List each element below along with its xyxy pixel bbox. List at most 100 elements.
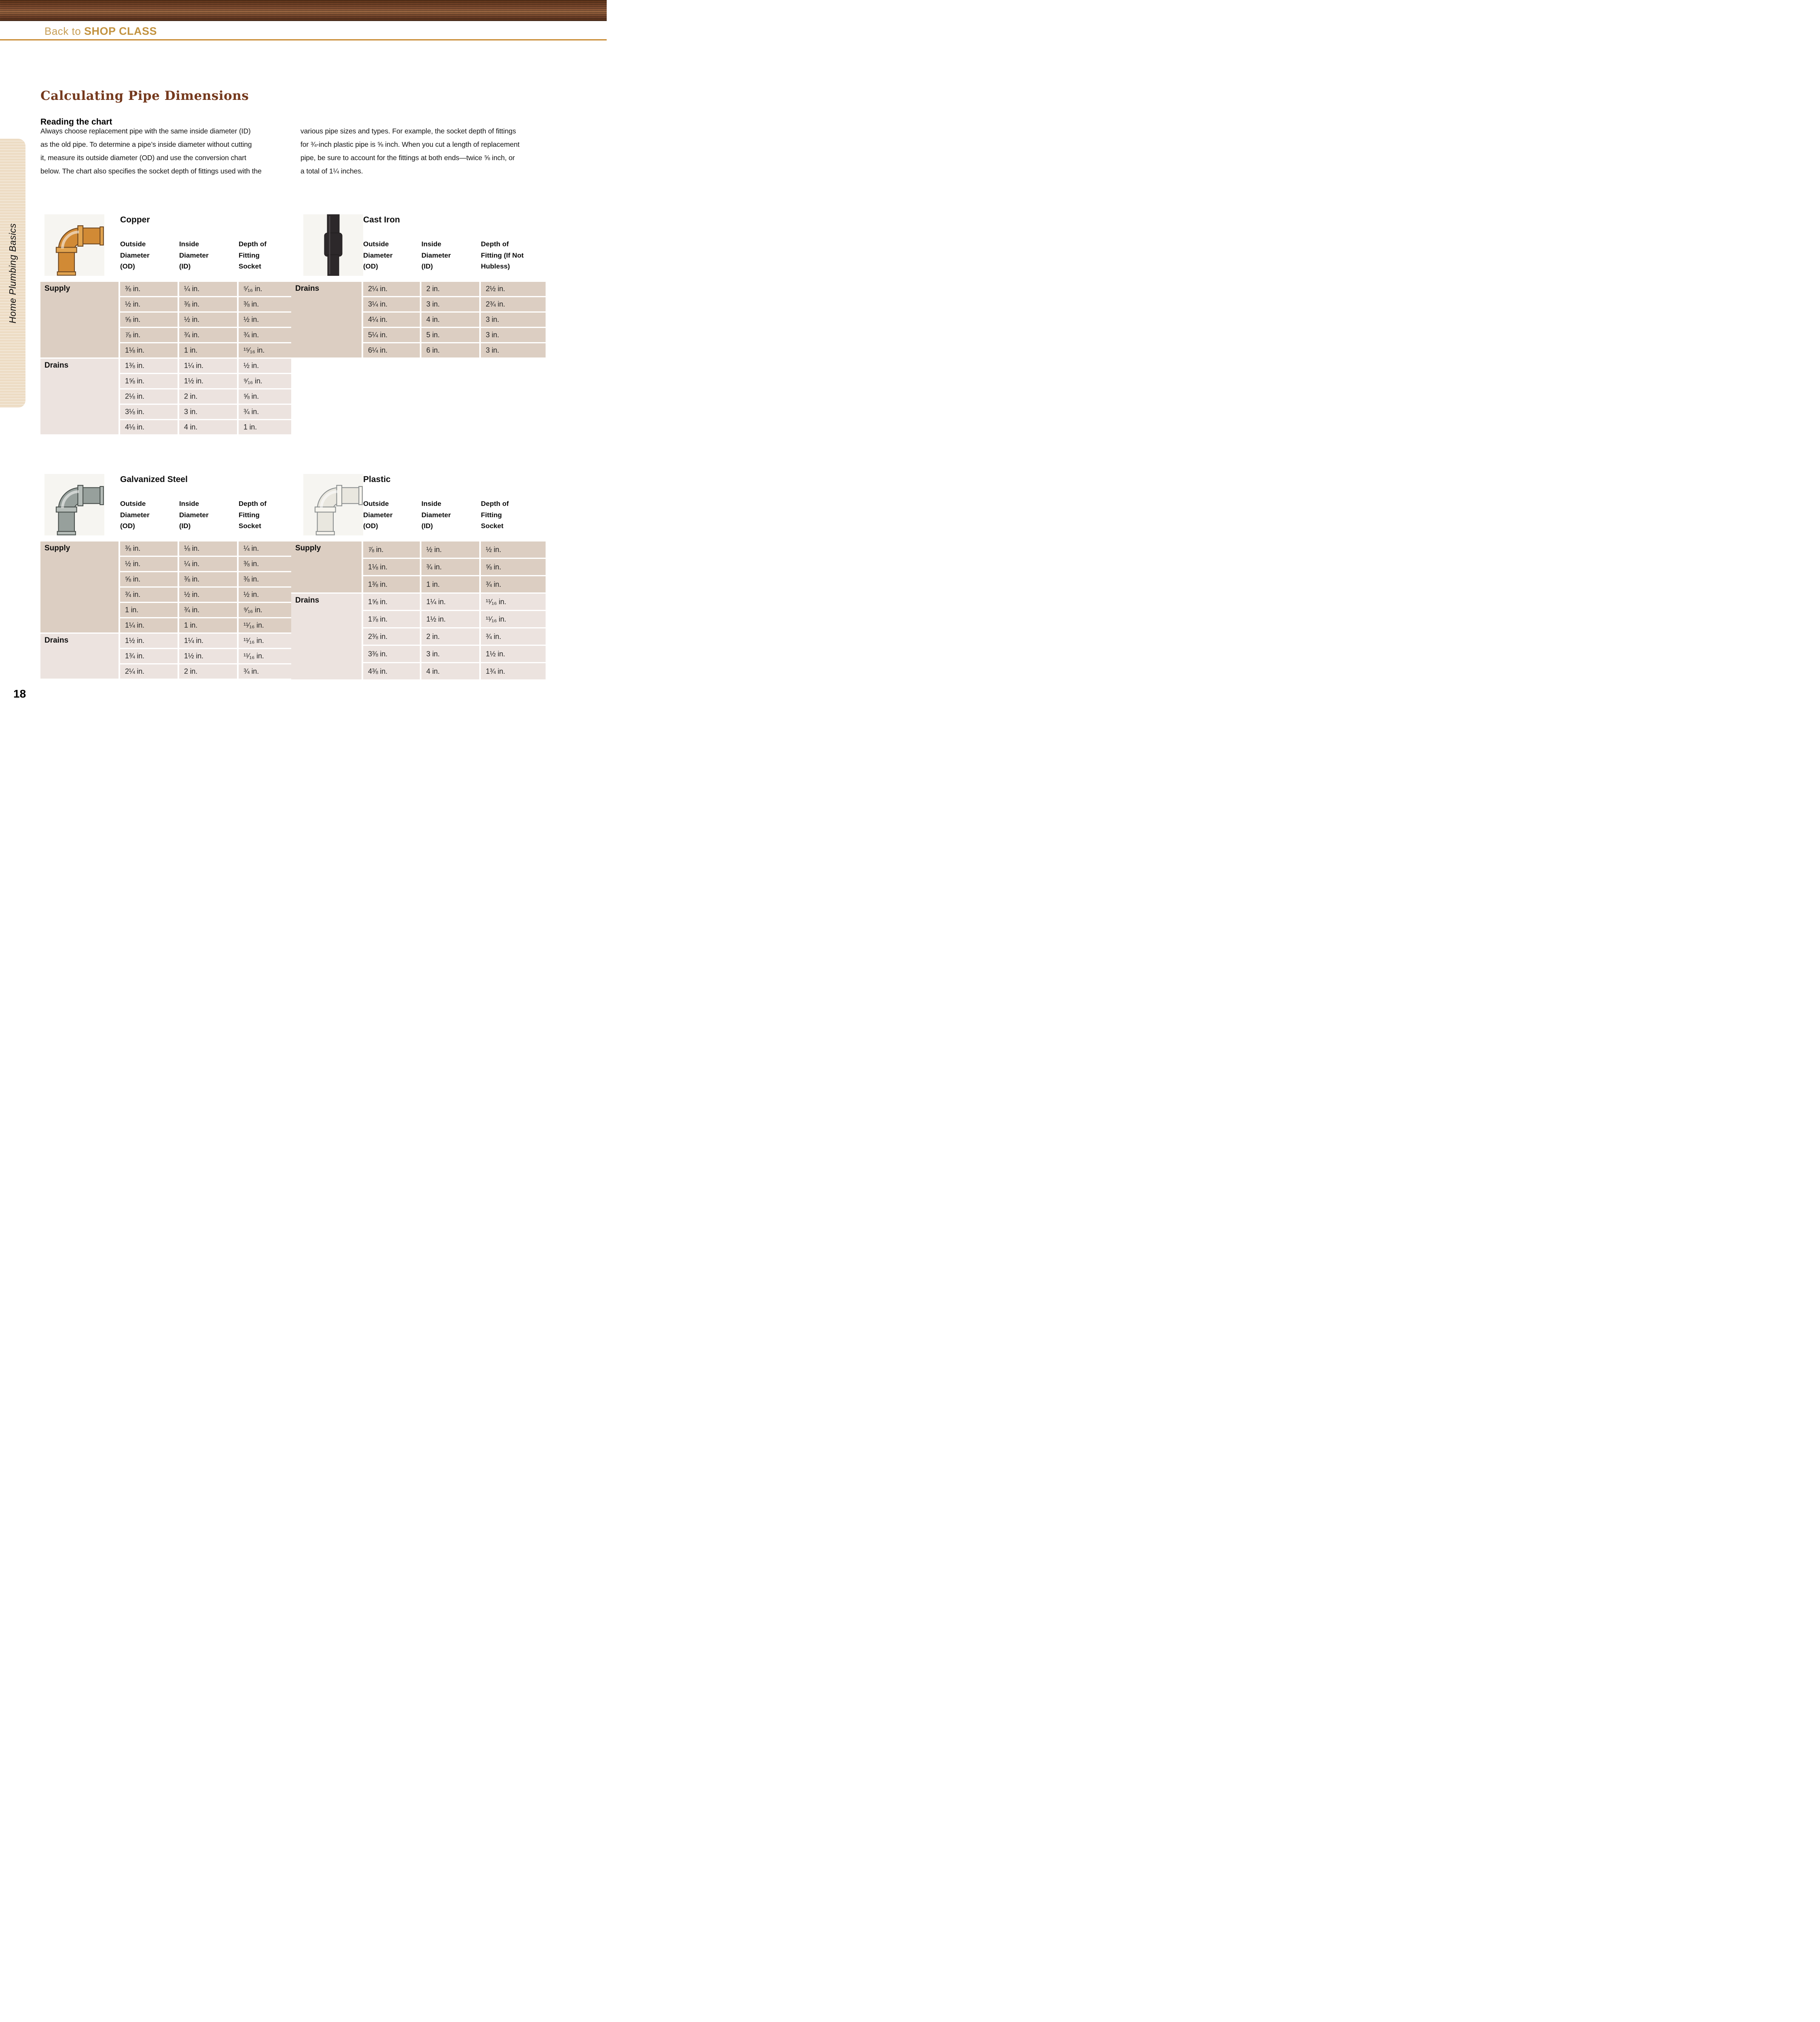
table-cell: 4¼ in.: [363, 313, 420, 327]
intro-text: Always choose replacement pipe with the …: [40, 125, 548, 178]
table-cell: 1 in.: [421, 576, 479, 592]
table-cell: ½ in.: [120, 297, 178, 311]
table-cell: ½ in.: [179, 313, 237, 327]
row-group-label-drains: Drains: [40, 634, 119, 679]
table-cell: ⁹⁄₁₆ in.: [239, 603, 291, 617]
table-cell: ¾ in.: [179, 603, 237, 617]
table-cell: 5 in.: [421, 328, 479, 342]
table-cell: 1¼ in.: [179, 634, 237, 648]
galvanized-steel-table-section: Galvanized Steel Outside Diameter (OD) In…: [40, 473, 292, 679]
magazine-page: Back to SHOP CLASS Calculating Pipe Dime…: [0, 0, 607, 728]
table-cell: 2¼ in.: [363, 282, 420, 296]
table-cell: 1½ in.: [179, 374, 237, 388]
wood-texture-banner: [0, 0, 607, 21]
table-cell: ¹¹⁄₁₆ in.: [481, 594, 546, 610]
table-cell: ½ in.: [239, 313, 291, 327]
page-title: Calculating Pipe Dimensions: [40, 89, 249, 103]
table-cell: ⅜ in.: [179, 572, 237, 586]
table-cell: ⅝ in.: [239, 389, 291, 404]
table-cell: ½ in.: [481, 541, 546, 558]
table-cell: 2⅜ in.: [363, 628, 420, 645]
table-cell: ¹¹⁄₁₆ in.: [239, 618, 291, 632]
table-cell: 1¾ in.: [481, 663, 546, 679]
column-header: Outside Diameter (OD): [363, 240, 393, 270]
table-cell: ⅝ in.: [120, 572, 178, 586]
table-cell: ¾ in.: [239, 664, 291, 679]
table-title: Cast Iron: [363, 215, 400, 224]
cast-iron-table-section: Cast Iron Outside Diameter (OD) Inside Di…: [291, 214, 546, 357]
eyebrow-back-to: Back to: [44, 25, 84, 37]
table-cell: ⅞ in.: [120, 328, 178, 342]
table-cell: 1 in.: [120, 603, 178, 617]
table-cell: ⅜ in.: [179, 297, 237, 311]
table-cell: 1⅜ in.: [120, 359, 178, 373]
table-cell: ⁹⁄₁₆ in.: [239, 374, 291, 388]
table-cell: 1¼ in.: [120, 618, 178, 632]
table-cell: 1⅞ in.: [363, 611, 420, 627]
table-cell: 1¾ in.: [120, 649, 178, 663]
column-header: Inside Diameter (ID): [179, 500, 209, 530]
table-cell: ⅜ in.: [239, 572, 291, 586]
row-group-label-supply: Supply: [40, 541, 119, 632]
column-header: Depth of Fitting (If Not Hubless): [481, 240, 524, 270]
column-header: Outside Diameter (OD): [363, 500, 393, 530]
column-header: Depth of Fitting Socket: [481, 500, 509, 530]
table-cell: 2 in.: [179, 389, 237, 404]
table-cell: 2 in.: [421, 628, 479, 645]
table-cell: 1 in.: [179, 343, 237, 357]
table-cell: ⅝ in.: [481, 559, 546, 575]
table-cell: ⅛ in.: [179, 541, 237, 556]
galvanized-elbow-fitting-illustration: [44, 474, 104, 535]
table-cell: 4 in.: [421, 313, 479, 327]
row-group-label-supply: Supply: [291, 541, 362, 592]
table-cell: 4 in.: [179, 420, 237, 434]
copper-dimensions-table: Supply ⅜ in. ¼ in. ⁵⁄₁₆ in. ½ in. ⅜ in. ⅜ in. ⅝…: [40, 282, 291, 434]
column-header: Depth of Fitting Socket: [239, 240, 267, 270]
table-cell: ½ in.: [179, 588, 237, 602]
table-cell: ¾ in.: [421, 559, 479, 575]
table-cell: ¾ in.: [120, 588, 178, 602]
table-cell: 3 in.: [421, 297, 479, 311]
table-cell: ½ in.: [120, 557, 178, 571]
table-cell: ¹⁵⁄₁₆ in.: [239, 343, 291, 357]
table-cell: 3⅛ in.: [120, 405, 178, 419]
cast-iron-hub-fitting-illustration: [303, 214, 363, 276]
table-cell: 3 in.: [481, 313, 546, 327]
table-cell: ½ in.: [239, 359, 291, 373]
cast-iron-dimensions-table: Drains 2¼ in. 2 in. 2½ in. 3¼ in. 3 in. 2¾ in.…: [291, 282, 546, 357]
galvanized-dimensions-table: Supply ⅜ in. ⅛ in. ¼ in. ½ in. ¼ in. ⅜ in. ⅝ in…: [40, 541, 291, 679]
table-cell: ½ in.: [239, 588, 291, 602]
table-cell: 1½ in.: [120, 634, 178, 648]
table-cell: 4 in.: [421, 663, 479, 679]
table-cell: 3 in.: [481, 343, 546, 357]
copper-elbow-fitting-illustration: [44, 214, 104, 276]
intro-column-left: Always choose replacement pipe with the …: [40, 127, 262, 175]
copper-elbow-icon: [55, 225, 104, 276]
table-cell: ¾ in.: [481, 576, 546, 592]
table-cell: 1½ in.: [481, 646, 546, 662]
table-cell: ¾ in.: [239, 405, 291, 419]
plastic-table-section: Plastic Outside Diameter (OD) Inside Diam…: [291, 473, 546, 679]
column-header: Inside Diameter (ID): [179, 240, 209, 270]
table-cell: 2 in.: [179, 664, 237, 679]
intro-column-right: various pipe sizes and types. For exampl…: [301, 127, 520, 175]
table-cell: ¾ in.: [481, 628, 546, 645]
table-cell: 4⅜ in.: [363, 663, 420, 679]
table-cell: ⅜ in.: [120, 541, 178, 556]
galvanized-elbow-icon: [55, 485, 104, 535]
table-cell: 2¼ in.: [120, 664, 178, 679]
table-cell: ¼ in.: [179, 557, 237, 571]
plastic-elbow-icon: [314, 485, 363, 535]
copper-table-section: Copper Outside Diameter (OD) Inside Diame…: [40, 214, 292, 434]
page-number: 18: [13, 687, 26, 700]
eyebrow-shop-class: SHOP CLASS: [84, 25, 157, 37]
table-cell: 6¼ in.: [363, 343, 420, 357]
plastic-elbow-fitting-illustration: [303, 474, 363, 535]
table-title: Copper: [120, 215, 150, 224]
table-cell: ⅜ in.: [120, 282, 178, 296]
column-header: Inside Diameter (ID): [421, 240, 451, 270]
table-cell: 1⅜ in.: [363, 576, 420, 592]
table-cell: ⅜ in.: [239, 297, 291, 311]
section-eyebrow: Back to SHOP CLASS: [44, 24, 157, 40]
table-cell: 1½ in.: [179, 649, 237, 663]
